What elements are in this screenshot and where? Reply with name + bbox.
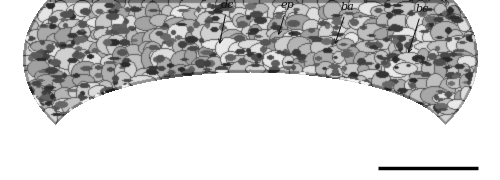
Text: dc: dc: [218, 0, 234, 43]
Text: bc: bc: [408, 3, 429, 52]
Text: ba: ba: [334, 2, 354, 43]
Text: ep: ep: [278, 0, 294, 34]
